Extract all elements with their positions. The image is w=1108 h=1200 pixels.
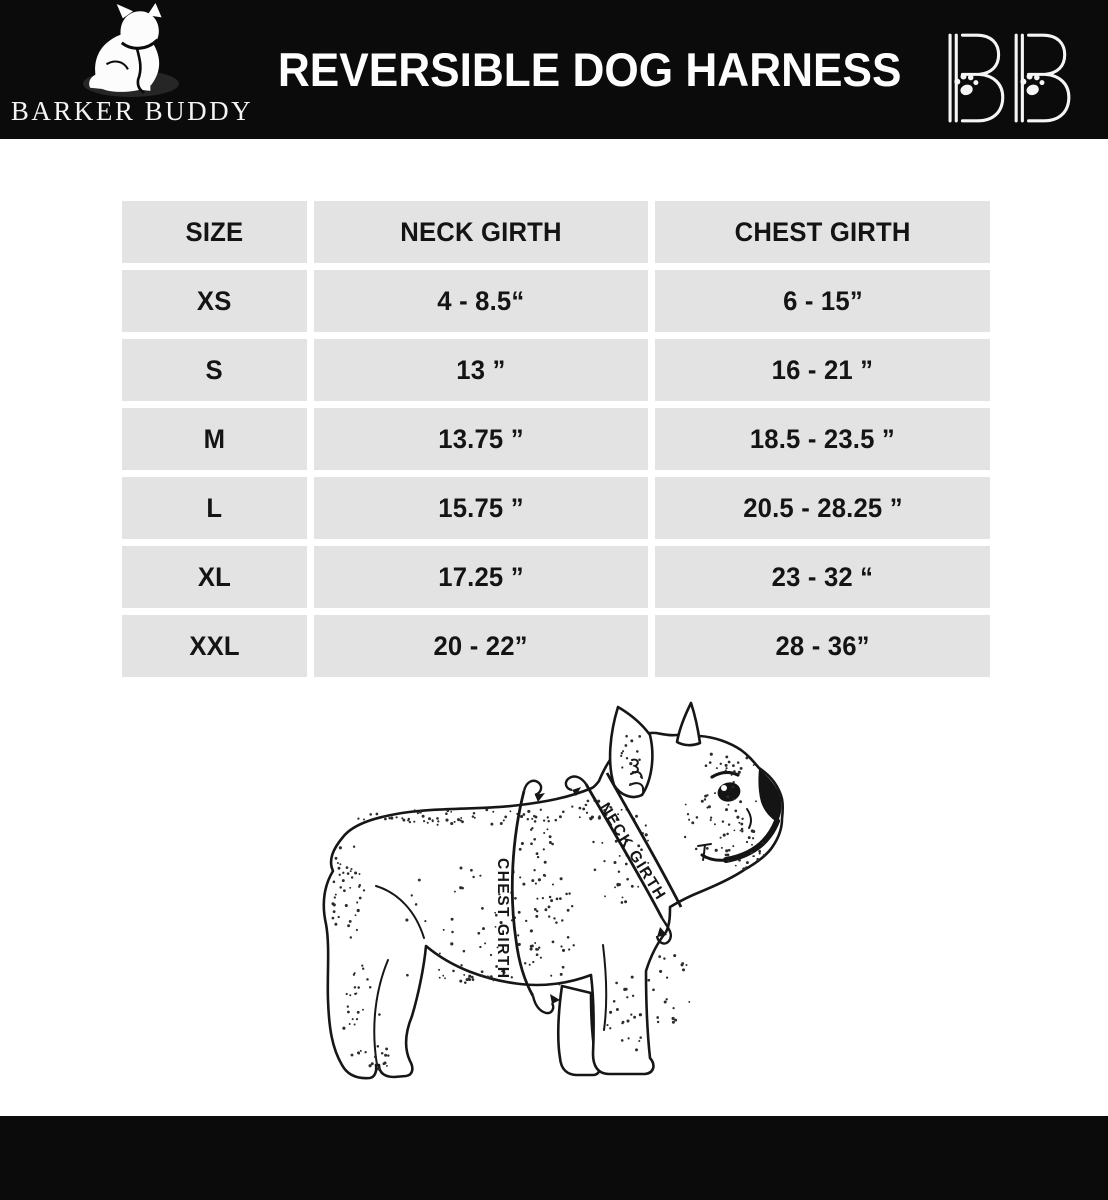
bulldog-logo-icon [83,3,179,97]
dog-measurement-diagram: CHEST GIRTH NECK GIRTH [322,701,785,1080]
size-chart-table: SIZE NECK GIRTH CHEST GIRTH XS 4 - 8.5“ … [122,201,990,677]
neck-cell: 15.75 ” [314,477,648,539]
chest-cell: 20.5 - 28.25 ” [655,477,990,539]
neck-cell: 17.25 ” [314,546,648,608]
mouth-line [723,818,780,863]
chest-cell: 28 - 36” [655,615,990,677]
nose [758,769,782,822]
brand-name: BARKER BUDDY [10,96,254,126]
brand-logo: BARKER BUDDY [11,2,251,137]
size-cell: M [122,408,307,470]
chest-cell: 23 - 32 “ [655,546,990,608]
paw-print-icon [954,73,1045,96]
size-cell: XS [122,270,307,332]
page-title: REVERSIBLE DOG HARNESS [278,43,902,96]
neck-cell: 13.75 ” [314,408,648,470]
chest-cell: 6 - 15” [655,270,990,332]
chest-girth-band: CHEST GIRTH [494,779,560,1015]
neck-cell: 13 ” [314,339,648,401]
column-header-size: SIZE [122,201,307,263]
size-cell: L [122,477,307,539]
footer-bar [0,1116,1108,1200]
column-header-chest: CHEST GIRTH [655,201,990,263]
neck-cell: 4 - 8.5“ [314,270,648,332]
bb-monogram-icon [948,33,1071,123]
brow-line [710,770,740,779]
neck-cell: 20 - 22” [314,615,648,677]
size-cell: XL [122,546,307,608]
size-cell: XXL [122,615,307,677]
chest-girth-label: CHEST GIRTH [494,858,511,980]
header-bar: BARKER BUDDY REVERSIBLE DOG HARNESS [0,0,1108,139]
column-header-neck: NECK GIRTH [314,201,648,263]
chest-cell: 16 - 21 ” [655,339,990,401]
chest-cell: 18.5 - 23.5 ” [655,408,990,470]
size-cell: S [122,339,307,401]
